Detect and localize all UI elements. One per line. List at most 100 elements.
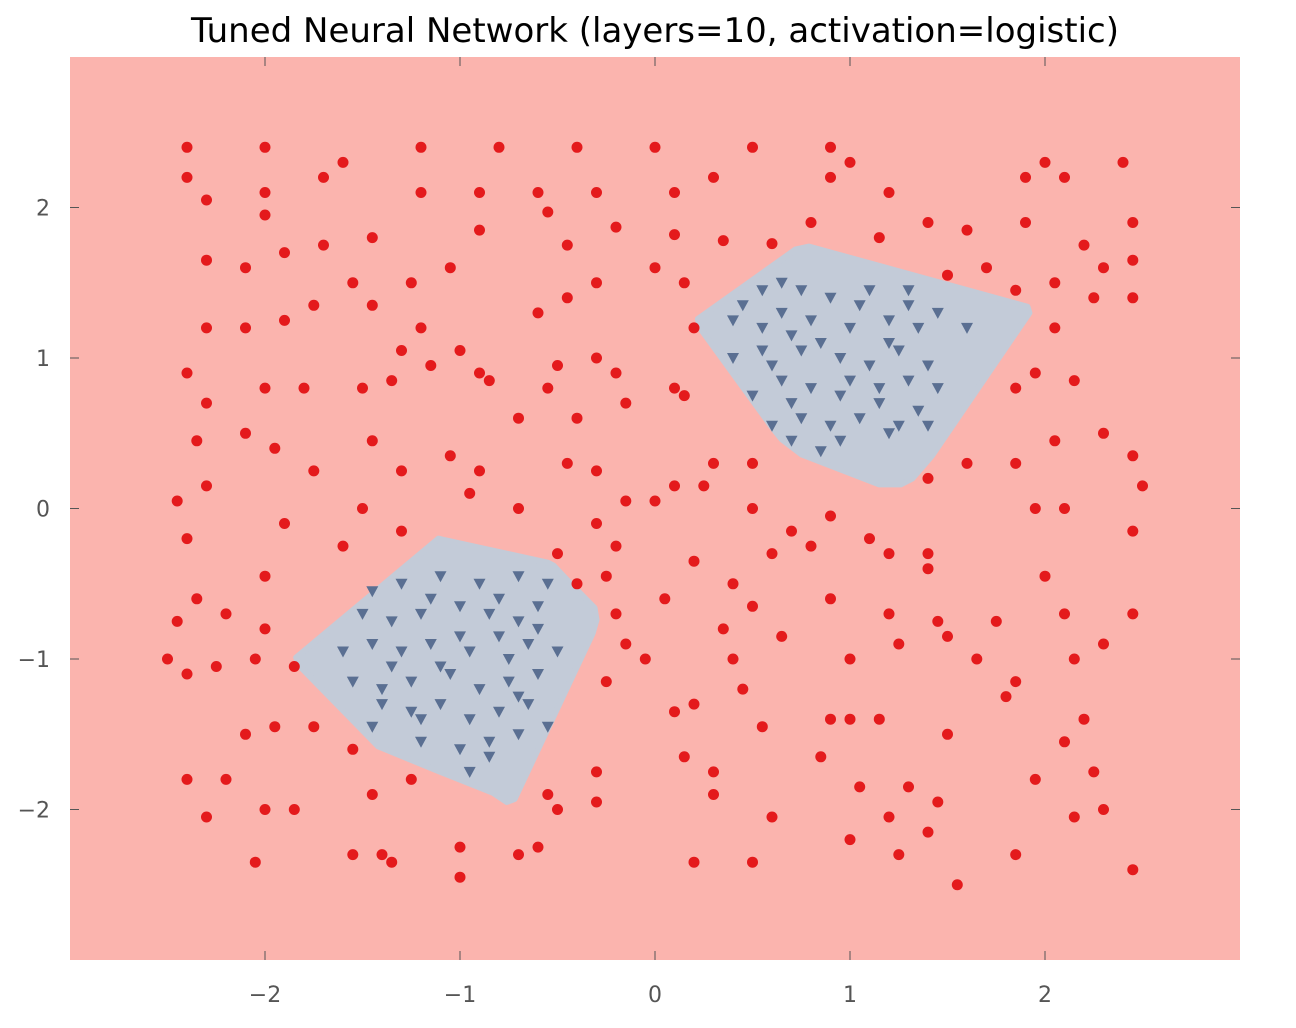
- inside-point: [551, 646, 564, 658]
- outside-point: [1010, 284, 1022, 296]
- inside-point: [834, 435, 847, 447]
- outside-point: [1049, 435, 1061, 447]
- outside-point: [727, 653, 739, 665]
- outside-point: [747, 856, 758, 868]
- inside-point: [902, 285, 915, 297]
- outside-point: [366, 789, 378, 800]
- inside-point: [785, 435, 798, 447]
- inside-point: [844, 322, 856, 334]
- outside-point: [1039, 156, 1051, 168]
- inside-point: [532, 669, 544, 680]
- x-tick-label: −1: [444, 983, 476, 1008]
- outside-point: [1127, 525, 1139, 537]
- outside-point: [493, 141, 505, 153]
- inside-point: [385, 661, 398, 673]
- inside-point: [863, 360, 876, 372]
- outside-point: [893, 849, 905, 861]
- outside-point: [678, 751, 690, 763]
- outside-point: [259, 804, 271, 815]
- inside-point: [502, 676, 515, 688]
- inside-point: [454, 601, 466, 613]
- axes: −2 −1 0 1 2 −2 −1 0 1 2: [18, 57, 1240, 1008]
- outside-point: [347, 849, 359, 861]
- outside-point: [191, 593, 203, 605]
- outside-point: [717, 235, 729, 247]
- inside-point: [424, 593, 437, 605]
- outside-point: [786, 525, 797, 537]
- outside-point: [805, 217, 817, 228]
- outside-point: [415, 141, 427, 153]
- outside-point: [610, 367, 622, 379]
- outside-point: [766, 811, 778, 823]
- outside-point: [552, 360, 563, 371]
- inside-point: [522, 639, 535, 650]
- inside-point: [434, 699, 447, 711]
- inside-point: [795, 285, 808, 297]
- inside-point: [775, 307, 788, 319]
- outside-point: [337, 540, 349, 552]
- outside-point: [288, 661, 300, 672]
- inside-point: [727, 353, 739, 364]
- outside-point: [308, 299, 320, 311]
- inside-point: [736, 300, 749, 312]
- outside-point: [922, 548, 934, 560]
- outside-point: [181, 171, 193, 183]
- outside-point: [1059, 171, 1070, 183]
- outside-point: [649, 141, 661, 153]
- outside-point: [532, 307, 544, 319]
- outside-point: [961, 224, 973, 236]
- outside-point: [571, 578, 583, 590]
- outside-point: [688, 555, 700, 567]
- outside-point: [1020, 217, 1031, 228]
- inside-point: [834, 353, 847, 364]
- outside-point: [269, 442, 281, 454]
- outside-point: [405, 277, 417, 289]
- outside-point: [825, 171, 836, 183]
- outside-point: [396, 345, 407, 356]
- inside-point: [785, 398, 798, 410]
- inside-point: [805, 383, 817, 395]
- outside-point: [649, 495, 661, 507]
- inside-point: [337, 646, 349, 658]
- outside-point: [1068, 811, 1080, 823]
- outside-point: [873, 232, 885, 244]
- outside-point: [357, 503, 368, 514]
- x-tick-label: 2: [1038, 983, 1052, 1008]
- outside-point: [1049, 277, 1061, 289]
- y-tick-label: 2: [36, 197, 50, 222]
- outside-point: [747, 600, 758, 612]
- inside-point: [805, 315, 817, 327]
- inside-point: [766, 420, 778, 432]
- outside-point: [513, 412, 524, 424]
- outside-point: [1000, 691, 1012, 703]
- inside-point: [824, 420, 837, 432]
- outside-point: [571, 412, 583, 424]
- outside-point: [201, 480, 212, 492]
- outside-point: [903, 781, 914, 793]
- outside-point: [971, 653, 983, 665]
- outside-point: [1010, 676, 1022, 688]
- inside-point: [493, 706, 505, 718]
- inside-point: [473, 684, 486, 696]
- outside-point: [688, 698, 700, 710]
- outside-point: [591, 766, 602, 778]
- outside-point: [259, 187, 271, 198]
- outside-point: [717, 623, 729, 635]
- inside-point: [775, 375, 788, 387]
- inside-point: [424, 639, 437, 650]
- inside-point: [892, 420, 905, 432]
- outside-point: [776, 630, 788, 642]
- inside-point: [405, 706, 418, 718]
- inside-point: [912, 322, 925, 334]
- inside-point: [522, 699, 535, 711]
- inside-point: [346, 676, 359, 688]
- outside-point: [347, 277, 359, 289]
- inside-point: [483, 608, 496, 620]
- outside-point: [883, 548, 895, 560]
- outside-point: [1098, 427, 1109, 439]
- outside-point: [1029, 773, 1041, 785]
- outside-point: [1010, 457, 1022, 469]
- inside-point: [473, 578, 486, 590]
- outside-point: [669, 187, 680, 198]
- outside-point: [1127, 450, 1139, 462]
